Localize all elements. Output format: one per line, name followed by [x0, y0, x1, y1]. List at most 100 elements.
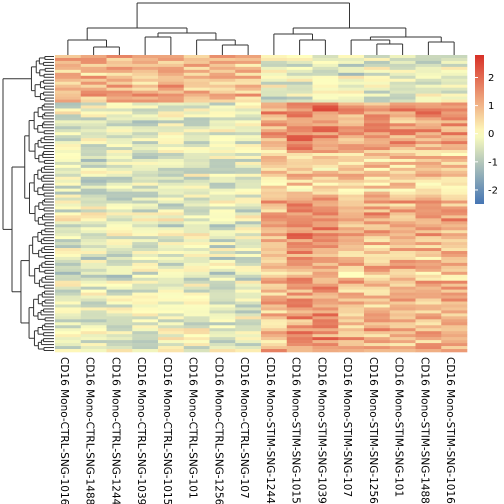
heatmap-cell [441, 298, 468, 302]
heatmap-cell [235, 66, 262, 71]
heatmap-cell [338, 259, 365, 264]
heatmap-cell [55, 111, 82, 115]
heatmap-cell [106, 286, 133, 290]
heatmap-cell [261, 265, 288, 270]
heatmap-cell [286, 256, 313, 261]
heatmap-cell [209, 274, 236, 279]
heatmap-cell [183, 129, 210, 133]
column-dendrogram [67, 2, 455, 55]
heatmap-cell [389, 313, 416, 317]
heatmap-cell [158, 236, 185, 240]
heatmap-cell [415, 209, 442, 213]
heatmap-cell [364, 105, 391, 109]
heatmap-cell [441, 242, 468, 246]
heatmap-cell [364, 126, 391, 130]
heatmap-cell [106, 170, 133, 175]
heatmap-cell [441, 224, 468, 228]
heatmap-cell [132, 99, 159, 103]
heatmap-cell [312, 295, 339, 299]
heatmap-cell [312, 239, 339, 243]
heatmap-cell [209, 155, 236, 160]
heatmap-cell [132, 75, 159, 80]
heatmap-cell [80, 268, 107, 273]
heatmap-cell [389, 120, 416, 124]
heatmap-cell [158, 227, 185, 231]
heatmap-cell [389, 194, 416, 198]
heatmap-cell [286, 182, 313, 186]
heatmap-cell [106, 295, 133, 299]
heatmap-cell [312, 75, 339, 80]
heatmap-cell [415, 307, 442, 311]
heatmap-cell [364, 262, 391, 267]
heatmap-cell [158, 274, 185, 279]
heatmap-cell [441, 268, 468, 273]
heatmap-cell [209, 108, 236, 112]
heatmap-cell [338, 57, 365, 62]
heatmap-cell [441, 343, 468, 347]
heatmap-cell [55, 265, 82, 270]
heatmap-cell [235, 316, 262, 320]
heatmap-cell [261, 280, 288, 284]
heatmap-cell [415, 316, 442, 320]
heatmap-cell [235, 313, 262, 317]
heatmap-cell [55, 96, 82, 100]
row-dendrogram [2, 55, 54, 352]
heatmap-cell [235, 188, 262, 192]
heatmap-cell [389, 286, 416, 290]
heatmap-cell [80, 161, 107, 166]
heatmap-cell [183, 57, 210, 62]
heatmap-cell [183, 194, 210, 198]
heatmap-cell [158, 188, 185, 192]
heatmap-cell [286, 343, 313, 347]
heatmap-cell [132, 245, 159, 249]
heatmap-cell [312, 221, 339, 225]
heatmap-cell [441, 93, 468, 97]
heatmap-cell [261, 215, 288, 219]
heatmap-cell [235, 283, 262, 287]
heatmap-cell [441, 328, 468, 332]
heatmap-cell [106, 200, 133, 204]
heatmap-cell [338, 218, 365, 222]
heatmap-cell [80, 221, 107, 225]
heatmap-cell [441, 84, 468, 88]
heatmap-cell [441, 289, 468, 293]
heatmap-cell [286, 102, 313, 106]
heatmap-cell [158, 253, 185, 258]
heatmap-cell [183, 102, 210, 106]
heatmap-cell [209, 313, 236, 317]
heatmap-cell [55, 292, 82, 296]
heatmap-cell [312, 206, 339, 210]
heatmap-cell [441, 194, 468, 198]
heatmap-cell [132, 114, 159, 118]
heatmap-cell [235, 57, 262, 62]
heatmap-cell [80, 158, 107, 163]
heatmap-cell [183, 283, 210, 287]
heatmap-cell [364, 155, 391, 160]
heatmap-cell [261, 78, 288, 83]
heatmap-cell [389, 129, 416, 133]
heatmap-cell [55, 280, 82, 284]
heatmap-cell [158, 221, 185, 225]
heatmap-cell [338, 242, 365, 246]
heatmap-cell [364, 248, 391, 252]
heatmap-cell [338, 55, 365, 59]
heatmap-cell [441, 90, 468, 94]
column-label: CD16 Mono-CTRL-SNG-1016 [58, 357, 70, 504]
heatmap-cell [80, 331, 107, 335]
heatmap-cell [261, 292, 288, 296]
heatmap-cell [235, 301, 262, 305]
heatmap-cell [158, 81, 185, 85]
heatmap-cell [106, 274, 133, 279]
heatmap-cell [106, 253, 133, 258]
heatmap-cell [183, 99, 210, 103]
heatmap-cell [235, 346, 262, 350]
heatmap-cell [209, 322, 236, 326]
heatmap-cell [132, 280, 159, 284]
heatmap-cell [183, 191, 210, 195]
heatmap-cell [415, 230, 442, 234]
heatmap-cell [209, 304, 236, 308]
heatmap-cell [389, 340, 416, 344]
heatmap-cell [261, 313, 288, 317]
heatmap-cell [132, 310, 159, 314]
heatmap-cell [389, 215, 416, 219]
